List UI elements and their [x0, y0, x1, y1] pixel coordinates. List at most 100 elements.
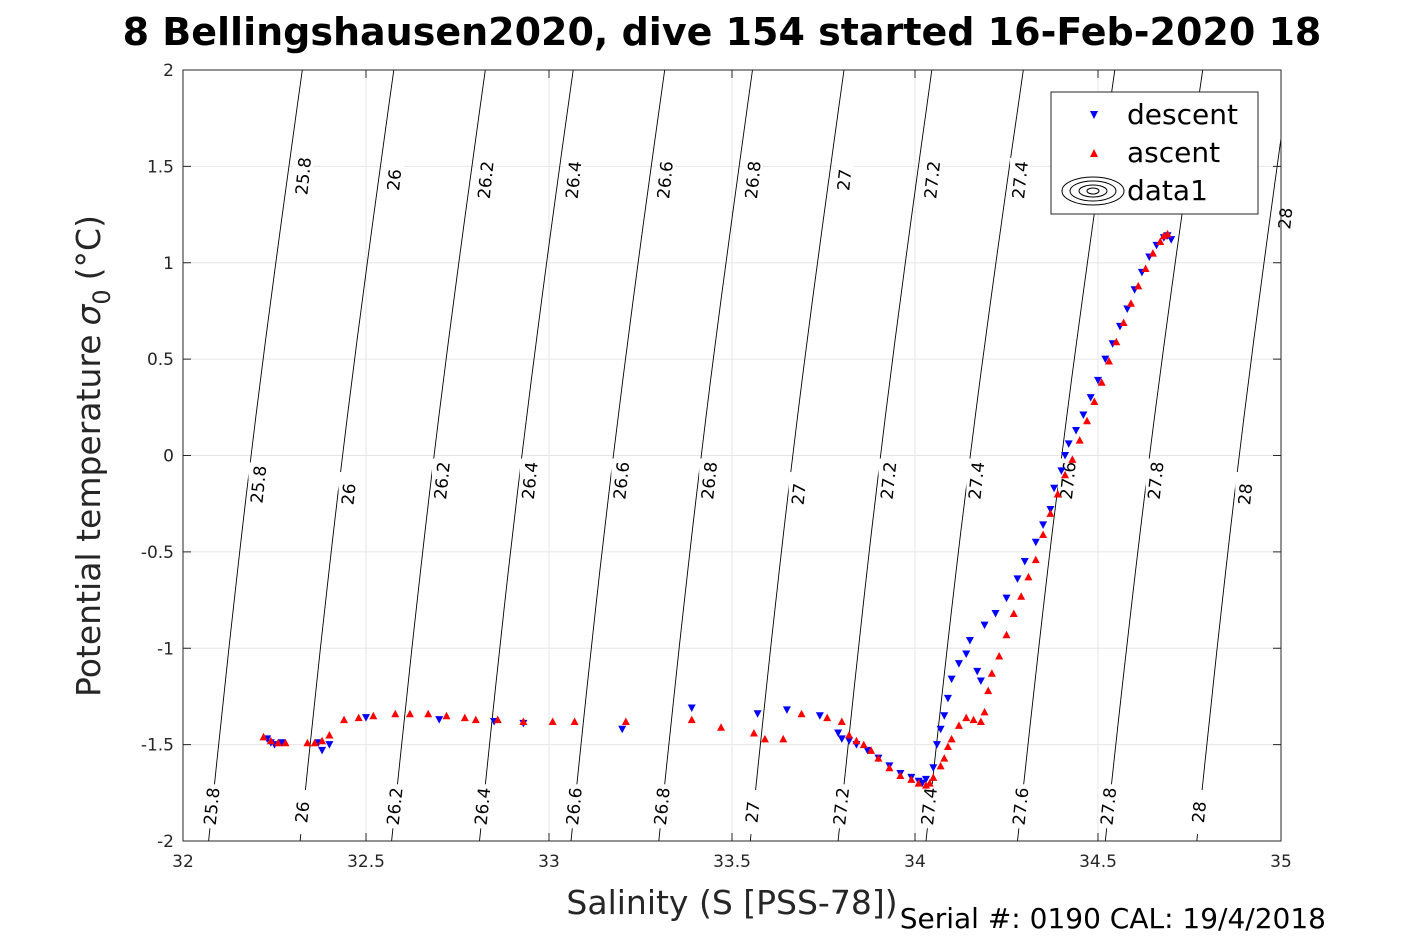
descent-point [976, 677, 985, 686]
contour-label-bg [1010, 157, 1031, 202]
x-tick-label: 34.5 [1079, 852, 1117, 872]
ascent-point [259, 732, 268, 741]
y-tick-label: 1.5 [147, 157, 174, 177]
ascent-point [1097, 378, 1106, 386]
ascent-point [1163, 229, 1172, 238]
descent-point [362, 714, 370, 722]
descent-point [318, 746, 327, 755]
descent-point [947, 675, 956, 684]
ascent-point [936, 761, 945, 770]
descent-point [1079, 411, 1088, 420]
contour-label-bg [742, 157, 763, 202]
contour-label-bg [1145, 458, 1166, 503]
ascent-point [717, 723, 726, 731]
ascent-point [303, 738, 312, 747]
ascent-point [852, 736, 861, 745]
y-axis-label-symbol: σ [69, 304, 108, 326]
contour-label-bg [248, 462, 269, 507]
ascent-point [1148, 249, 1157, 257]
ascent-point [907, 775, 916, 783]
density-contour-line [391, 70, 486, 841]
ascent-point [1039, 530, 1048, 539]
ascent-point [987, 669, 996, 677]
density-contour-line [837, 70, 933, 841]
descent-point [921, 775, 930, 784]
ascent-point [281, 738, 290, 747]
ascent-point [885, 763, 894, 772]
descent-point [929, 764, 938, 772]
contour-label-bg [1098, 784, 1119, 829]
ascent-series [259, 229, 1172, 789]
descent-point [834, 729, 843, 738]
ascent-point [1068, 455, 1077, 463]
ascent-point [548, 717, 557, 725]
ascent-point [1017, 592, 1026, 600]
contour-label: 27 [789, 482, 811, 506]
contour-label: 25.8 [247, 465, 271, 505]
ascent-point [1104, 357, 1113, 365]
ascent-point [962, 713, 971, 722]
contour-label: 27 [742, 800, 764, 824]
ascent-point [405, 709, 414, 718]
contour-label: 26.6 [654, 160, 678, 200]
ascent-point [340, 715, 349, 724]
ascent-point [1083, 416, 1092, 425]
ascent-point [1156, 237, 1165, 246]
ascent-point [1119, 318, 1128, 327]
contour-label: 27.4 [1009, 160, 1033, 200]
contour-label-bg [293, 154, 314, 199]
ascent-point [519, 717, 528, 725]
descent-series [263, 232, 1176, 788]
contour-label: 26.2 [384, 787, 408, 827]
descent-point [936, 725, 945, 734]
density-contour-line [658, 70, 753, 841]
contour-label-bg [1010, 784, 1031, 829]
contour-label-bg [201, 784, 222, 829]
density-contour-line [570, 70, 666, 841]
serial-cal-footer: Serial #: 0190 CAL: 19/4/2018 [900, 902, 1326, 935]
contour-label: 26.4 [563, 160, 587, 200]
contour-label-bg [475, 157, 496, 202]
contour-label-bg [472, 784, 493, 829]
y-tick-label: 0.5 [147, 350, 174, 370]
contour-label-bg [699, 458, 720, 503]
contour-label: 27.6 [1057, 461, 1081, 501]
density-contour-line [749, 70, 845, 841]
legend-ascent-label: ascent [1127, 136, 1220, 169]
contour-label-bg [651, 784, 672, 829]
descent-point [1013, 575, 1022, 583]
ascent-point [687, 715, 696, 724]
contour-label: 26.6 [610, 461, 634, 501]
y-axis-label-text: Potential temperature [69, 335, 108, 697]
density-contour-line [479, 70, 574, 841]
y-tick-label: -0.5 [141, 543, 174, 563]
ascent-point [266, 736, 275, 745]
descent-point [954, 660, 963, 668]
descent-point [782, 706, 791, 714]
x-tick-label: 33 [538, 852, 560, 872]
contour-label-bg [834, 157, 855, 202]
y-tick-label: -1.5 [141, 736, 174, 756]
ascent-point [969, 715, 978, 724]
ascent-point [859, 740, 868, 749]
descent-point [845, 737, 854, 745]
contour-label-bg [384, 157, 405, 202]
contour-label-bg [966, 458, 987, 503]
descent-point [753, 710, 762, 718]
ascent-point [325, 730, 334, 739]
contour-label: 27 [834, 168, 856, 192]
ascent-point [921, 781, 930, 789]
ascent-point [943, 742, 952, 751]
ascent-point [621, 717, 630, 725]
contour-label: 26.2 [431, 461, 455, 501]
ascent-point [1090, 397, 1099, 406]
descent-point [918, 779, 927, 788]
contour-label: 26.8 [698, 461, 722, 501]
density-contour-labels: 25.8 25.8 25.8 26 26 26 26.2 26.2 26.2 26.4 26.4 26… [201, 154, 1297, 835]
ascent-point [1075, 436, 1084, 444]
descent-point [1101, 355, 1110, 364]
legend-data1-label: data1 [1127, 174, 1208, 207]
descent-point [863, 746, 872, 755]
ascent-point [442, 711, 451, 720]
ascent-point [749, 729, 758, 737]
